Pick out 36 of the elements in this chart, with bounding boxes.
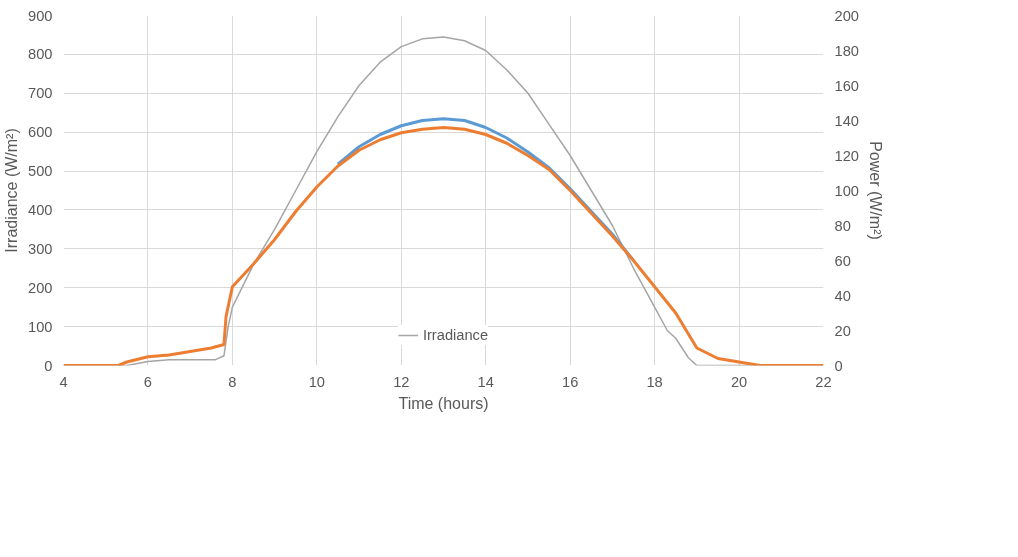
- y-tick-label: 200: [28, 279, 53, 296]
- y-tick-label: 300: [28, 240, 53, 257]
- x-axis-title: Time (hours): [398, 394, 489, 412]
- x-tick-label: 14: [477, 373, 494, 390]
- y2-tick-label: 20: [834, 322, 851, 339]
- y2-tick-label: 120: [834, 147, 859, 164]
- y-tick-label: 600: [28, 124, 53, 141]
- x-tick-label: 16: [562, 373, 579, 390]
- x-tick-label: 18: [646, 373, 663, 390]
- x-tick-label: 6: [143, 373, 153, 390]
- y2-tick-label: 180: [834, 42, 859, 59]
- y-tick-label: 700: [28, 85, 53, 102]
- y2-tick-label: 200: [834, 7, 859, 24]
- y2-tick-label: 60: [834, 252, 851, 269]
- y2-tick-label: 160: [834, 77, 859, 94]
- x-tick-label: 22: [815, 373, 832, 390]
- y2-tick-label: 100: [834, 182, 859, 199]
- y-axis-title: Irradiance (W/m²): [3, 128, 21, 253]
- x-tick-label: 12: [393, 373, 410, 390]
- y2-tick-label: 0: [834, 357, 843, 374]
- line-series: [63, 126, 824, 366]
- y-tick-label: 0: [44, 357, 53, 374]
- x-tick-label: 20: [730, 373, 748, 390]
- y2-tick-label: 80: [834, 217, 851, 234]
- y2-tick-label: 40: [834, 287, 851, 304]
- y-tick-label: 900: [28, 7, 53, 24]
- y-tick-label: 800: [28, 46, 53, 63]
- y2-axis-title: Power (W/m²): [866, 141, 884, 240]
- y-tick-label: 500: [28, 163, 53, 180]
- y-tick-label: 100: [28, 318, 53, 335]
- x-tick-label: 4: [59, 373, 68, 390]
- x-tick-label: 8: [228, 373, 237, 390]
- y2-tick-label: 140: [834, 112, 859, 129]
- y-tick-label: 400: [28, 201, 53, 218]
- legend-label: Irradiance: [422, 327, 489, 343]
- x-tick-label: 10: [308, 373, 325, 390]
